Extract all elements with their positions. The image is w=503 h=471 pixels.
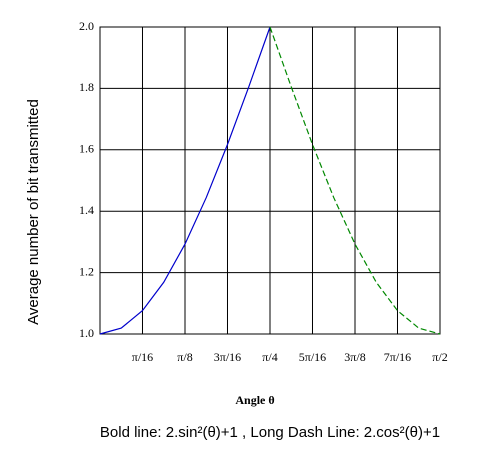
x-tick-label: π/2 — [432, 350, 447, 364]
x-tick-label: 7π/16 — [384, 350, 411, 364]
x-axis-label: Angle θ — [235, 393, 274, 407]
x-tick-label: π/16 — [132, 350, 153, 364]
y-tick-label: 1.8 — [79, 80, 94, 94]
line-series — [99, 26, 271, 335]
y-tick-label: 1.2 — [79, 264, 94, 278]
y-tick-label: 1.6 — [79, 142, 94, 156]
x-tick-label: 5π/16 — [299, 350, 326, 364]
x-tick-label: 3π/8 — [344, 350, 365, 364]
x-tick-label: 3π/16 — [214, 350, 241, 364]
x-tick-label: π/4 — [262, 350, 277, 364]
x-tick-label: π/8 — [177, 350, 192, 364]
caption: Bold line: 2.sin²(θ)+1 , Long Dash Line:… — [100, 424, 440, 441]
y-tick-label: 1.0 — [79, 326, 94, 340]
line-series — [269, 26, 441, 335]
y-tick-label: 1.4 — [79, 203, 94, 217]
y-tick-label: 2.0 — [79, 19, 94, 33]
y-axis-label: Average number of bit transmitted — [25, 99, 42, 325]
